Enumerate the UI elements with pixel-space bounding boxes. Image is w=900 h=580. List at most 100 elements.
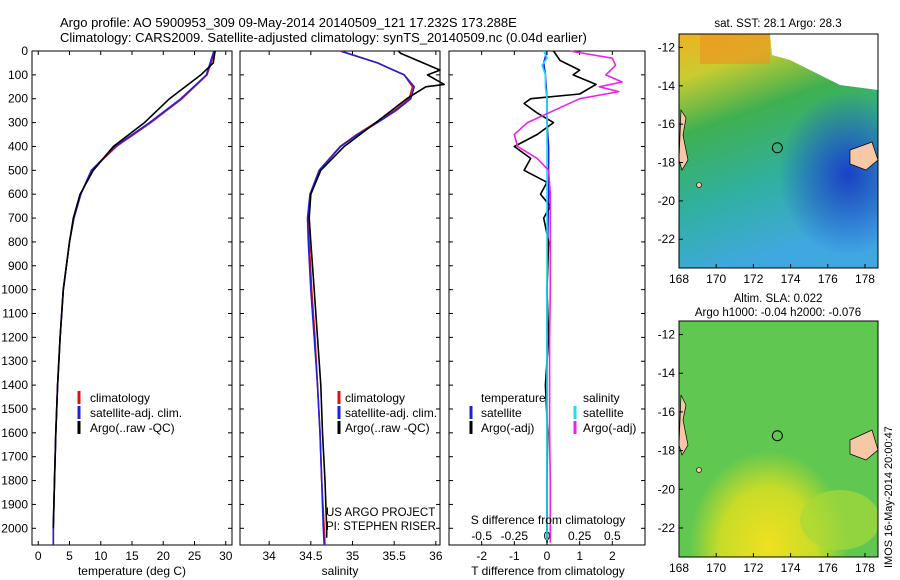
legend-t-satellite-label: satellite: [481, 406, 522, 420]
lon-tick-label: 174: [781, 561, 801, 575]
lon-tick-label: 176: [818, 272, 838, 286]
sst-map-frame: [678, 33, 879, 269]
x-tick-label: 35.5: [382, 549, 406, 563]
lon-tick-label: 168: [669, 272, 689, 286]
difference-x-axis: -2 -1 0 1 2-0.5 -0.25 0 0.25 0.5: [471, 51, 621, 563]
s-tick-label: -0.5: [471, 529, 492, 543]
temperature-panel: 0100200300400500600700800900100011001200…: [1, 44, 232, 578]
lat-tick-label: -14: [658, 79, 676, 93]
series-line-satellite-adj-clim-: [306, 50, 416, 546]
lat-tick-label: -20: [658, 194, 676, 208]
legend-s-satellite-label: satellite: [583, 406, 624, 420]
s-difference-label: S difference from climatology: [471, 513, 626, 527]
s-tick-label: -0.25: [501, 529, 529, 543]
depth-tick-label: 1300: [1, 354, 28, 368]
temperature-series: [52, 50, 216, 545]
difference-series: [513, 50, 623, 543]
lon-tick-label: 168: [669, 561, 689, 575]
depth-tick-label: 1200: [1, 330, 28, 344]
legend-argo-label: Argo(..raw -QC): [90, 421, 175, 435]
legend-climatology-label: climatology: [345, 391, 405, 405]
difference-depth-ticks: [449, 50, 645, 529]
sla-map-axes: 168 170 172 174 176 178 -12 -14 -16 -18 -20 -22: [658, 328, 876, 575]
lat-tick-label: -16: [658, 405, 676, 419]
lon-tick-label: 172: [743, 561, 763, 575]
argo-location-marker: [771, 142, 783, 154]
depth-tick-label: 900: [8, 259, 28, 273]
lat-tick-label: -14: [658, 366, 676, 380]
depth-tick-label: 0: [21, 44, 28, 58]
series-line-salinity-argo-adj-: [513, 50, 623, 543]
legend-satellite-label: satellite-adj. clim.: [345, 406, 437, 420]
x-tick-label: 0: [35, 549, 42, 563]
series-line-climatology: [52, 50, 216, 545]
x-tick-label: 5: [66, 549, 73, 563]
t-difference-xlabel: T difference from climatology: [471, 564, 625, 578]
depth-tick-label: 1600: [1, 426, 28, 440]
series-line-temperature-argo-adj-: [513, 50, 597, 543]
sst-map-title: sat. SST: 28.1 Argo: 28.3: [714, 18, 841, 30]
lat-tick-label: -22: [658, 232, 676, 246]
depth-tick-label: 400: [8, 139, 28, 153]
temperature-x-axis: 0 5 10 15 20 25 30: [35, 51, 233, 563]
figure-title-line2: Climatology: CARS2009. Satellite-adjuste…: [60, 30, 587, 45]
sla-map-title: Altim. SLA: 0.022: [734, 293, 823, 305]
argo-location-marker: [771, 430, 783, 442]
legend-satellite-label: satellite-adj. clim.: [90, 406, 182, 420]
s-tick-label: 0.25: [568, 529, 592, 543]
vanuatu-island: [679, 394, 689, 456]
x-tick-label: 35: [346, 549, 360, 563]
x-tick-label: 36: [429, 549, 443, 563]
depth-tick-label: 600: [8, 187, 28, 201]
lat-tick-label: -18: [658, 156, 676, 170]
x-tick-label: 34: [262, 549, 276, 563]
x-tick-label: 34.5: [299, 549, 323, 563]
depth-axis: 0 100 200 300 400 500 600 700 800 900 1000 1100 1200…: [1, 44, 232, 535]
lon-tick-label: 172: [743, 272, 763, 286]
depth-tick-label: 1100: [2, 307, 28, 321]
lat-tick-label: -12: [658, 328, 676, 342]
x-tick-label: 15: [125, 549, 139, 563]
difference-legend: temperature satellite Argo(-adj) salinit…: [469, 391, 636, 435]
sst-map-axes: 168 170 172 174 176 178 -12 -14 -16 -18 -20 -22: [658, 40, 876, 286]
vanuatu-island: [679, 108, 689, 171]
sst-warm-patch: [700, 34, 770, 64]
s-tick-label: 0.5: [604, 529, 621, 543]
x-tick-label: 20: [157, 549, 171, 563]
lat-tick-label: -12: [658, 40, 676, 54]
x-tick-label: 25: [188, 549, 202, 563]
series-line-argo: [308, 50, 446, 538]
temperature-legend: climatology satellite-adj. clim. Argo(..…: [77, 391, 182, 435]
sst-map: sat. SST: 28.1 Argo: 28.3 168 170 172 174 17…: [658, 18, 879, 286]
difference-panel: -2 -1 0 1 2-0.5 -0.25 0 0.25 0.5 S difference fr…: [448, 50, 646, 578]
depth-tick-label: 200: [8, 92, 28, 106]
depth-tick-label: 1500: [1, 402, 28, 416]
x-tick-label: 1: [576, 549, 583, 563]
lat-tick-label: -16: [658, 117, 676, 131]
x-tick-label: 0: [544, 549, 551, 563]
legend-temperature-heading: temperature: [481, 391, 546, 405]
sla-map: Altim. SLA: 0.022 Argo h1000: -0.04 h200…: [658, 293, 879, 575]
depth-tick-label: 700: [8, 211, 28, 225]
salinity-axes-frame: [239, 50, 441, 546]
project-annotation: US ARGO PROJECT: [326, 507, 435, 519]
sla-heatmap: [679, 321, 878, 557]
depth-tick-label: 800: [8, 235, 28, 249]
salinity-xlabel: salinity: [322, 564, 359, 578]
salinity-x-axis: 34 34.5 35 35.5 36: [262, 51, 443, 563]
lon-tick-label: 178: [855, 272, 875, 286]
depth-tick-label: 1000: [1, 283, 28, 297]
salinity-depth-ticks: [240, 50, 440, 529]
depth-tick-label: 100: [8, 68, 28, 82]
x-tick-label: 2: [609, 549, 616, 563]
lat-tick-label: -22: [658, 521, 676, 535]
series-line-argo: [52, 50, 216, 529]
sst-missing-data: [770, 34, 878, 90]
imos-timestamp: IMOS 16-May-2014 20:00:47: [883, 426, 895, 568]
x-tick-label: 10: [94, 549, 108, 563]
x-tick-label: -2: [476, 549, 487, 563]
lat-tick-label: -20: [658, 482, 676, 496]
lon-tick-label: 174: [781, 272, 801, 286]
salinity-panel: 34 34.5 35 35.5 36 salinity climatology sate…: [239, 50, 446, 578]
lon-tick-label: 176: [818, 561, 838, 575]
